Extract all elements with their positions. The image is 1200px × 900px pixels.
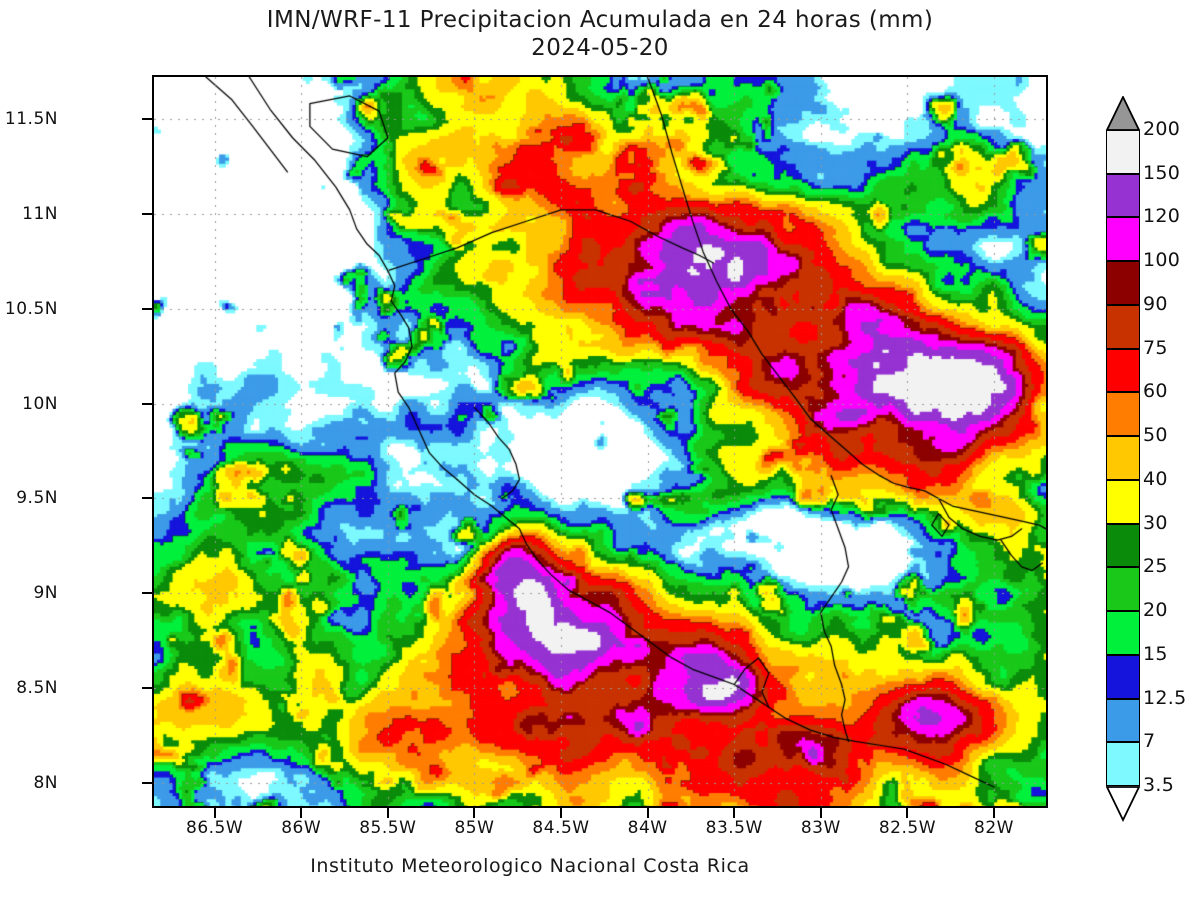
y-axis-label: 10.5N <box>4 298 58 319</box>
title-line-1: IMN/WRF-11 Precipitacion Acumulada en 24… <box>266 7 934 33</box>
x-axis-label: 84W <box>627 818 668 838</box>
colorbar-tick-label: 25 <box>1143 555 1168 578</box>
y-axis-tick <box>142 307 152 310</box>
colorbar-segment[interactable] <box>1106 261 1140 305</box>
colorbar-tick-label: 200 <box>1143 118 1181 140</box>
y-axis-tick <box>142 782 152 785</box>
colorbar-segment[interactable] <box>1106 523 1140 568</box>
x-axis-label: 86W <box>281 818 322 838</box>
colorbar-segment[interactable] <box>1106 479 1140 524</box>
colorbar-tick-label: 50 <box>1143 424 1168 447</box>
title-line-2: 2024-05-20 <box>531 35 669 62</box>
x-axis-tick <box>213 808 216 818</box>
x-axis-label: 83.5W <box>705 818 763 838</box>
colorbar-over-arrow-outline <box>1106 96 1140 131</box>
colorbar-segment[interactable] <box>1106 130 1140 174</box>
colorbar-segment[interactable] <box>1106 742 1140 786</box>
x-axis-tick <box>560 808 563 818</box>
x-axis-label: 85W <box>454 818 495 838</box>
y-axis-tick <box>142 497 152 500</box>
colorbar-segment[interactable] <box>1106 348 1140 393</box>
y-axis-tick <box>142 212 152 215</box>
colorbar-tick-label: 3.5 <box>1143 774 1175 796</box>
y-axis-tick <box>142 687 152 690</box>
colorbar-tick-label: 120 <box>1143 205 1181 228</box>
colorbar-tick-label: 20 <box>1143 599 1168 622</box>
colorbar-tick-label: 90 <box>1143 292 1168 315</box>
x-axis-tick <box>646 808 649 818</box>
colorbar-under-arrow <box>1106 786 1140 820</box>
colorbar-segment[interactable] <box>1106 217 1140 262</box>
colorbar-tick-label: 60 <box>1143 380 1168 403</box>
colorbar-segment[interactable] <box>1106 304 1140 349</box>
x-axis-tick <box>733 808 736 818</box>
y-axis-label: 11N <box>22 203 58 224</box>
colorbar-segment[interactable] <box>1106 611 1140 655</box>
x-axis-tick <box>993 808 996 818</box>
x-axis-label: 85.5W <box>359 818 417 838</box>
colorbar-tick-label: 30 <box>1143 511 1168 534</box>
colorbar-tick-label: 7 <box>1143 730 1156 753</box>
x-axis-tick <box>819 808 822 818</box>
y-axis-label: 10N <box>22 393 58 414</box>
colorbar-tick-label: 15 <box>1143 642 1168 665</box>
y-axis-label: 8.5N <box>16 678 58 699</box>
page-title: IMN/WRF-11 Precipitacion Acumulada en 24… <box>0 6 1200 62</box>
y-axis-label: 11.5N <box>4 108 58 129</box>
x-axis-label: 82W <box>974 818 1015 838</box>
colorbar-tick-label: 100 <box>1143 249 1181 272</box>
colorbar-segment[interactable] <box>1106 567 1140 612</box>
colorbar-tick-label: 150 <box>1143 161 1181 184</box>
x-axis-label: 83W <box>800 818 841 838</box>
x-axis-tick <box>473 808 476 818</box>
colorbar-tick-label: 40 <box>1143 467 1168 490</box>
x-axis-tick <box>300 808 303 818</box>
colorbar-tick-label: 12.5 <box>1143 686 1187 709</box>
y-axis-label: 9.5N <box>16 488 58 509</box>
x-axis-tick <box>906 808 909 818</box>
y-axis-label: 9N <box>33 583 58 604</box>
colorbar-tick-label: 75 <box>1143 336 1168 359</box>
map-plot-area[interactable] <box>152 75 1048 808</box>
colorbar-segment[interactable] <box>1106 654 1140 699</box>
colorbar-segment[interactable] <box>1106 392 1140 437</box>
x-axis-tick <box>386 808 389 818</box>
y-axis-tick <box>142 117 152 120</box>
x-axis-label: 84.5W <box>532 818 590 838</box>
colorbar[interactable] <box>1106 96 1140 822</box>
x-axis-label: 86.5W <box>186 818 244 838</box>
y-axis-label: 8N <box>33 773 58 794</box>
colorbar-over-arrow <box>1106 96 1140 130</box>
colorbar-segment[interactable] <box>1106 698 1140 743</box>
footer-credit: Instituto Meteorologico Nacional Costa R… <box>310 855 750 877</box>
y-axis-tick <box>142 402 152 405</box>
x-axis-label: 82.5W <box>878 818 937 838</box>
colorbar-segment[interactable] <box>1106 436 1140 480</box>
y-axis-tick <box>142 592 152 595</box>
precipitation-contour-map <box>154 77 1046 806</box>
colorbar-segment[interactable] <box>1106 173 1140 218</box>
colorbar-under-arrow-outline <box>1106 786 1140 822</box>
